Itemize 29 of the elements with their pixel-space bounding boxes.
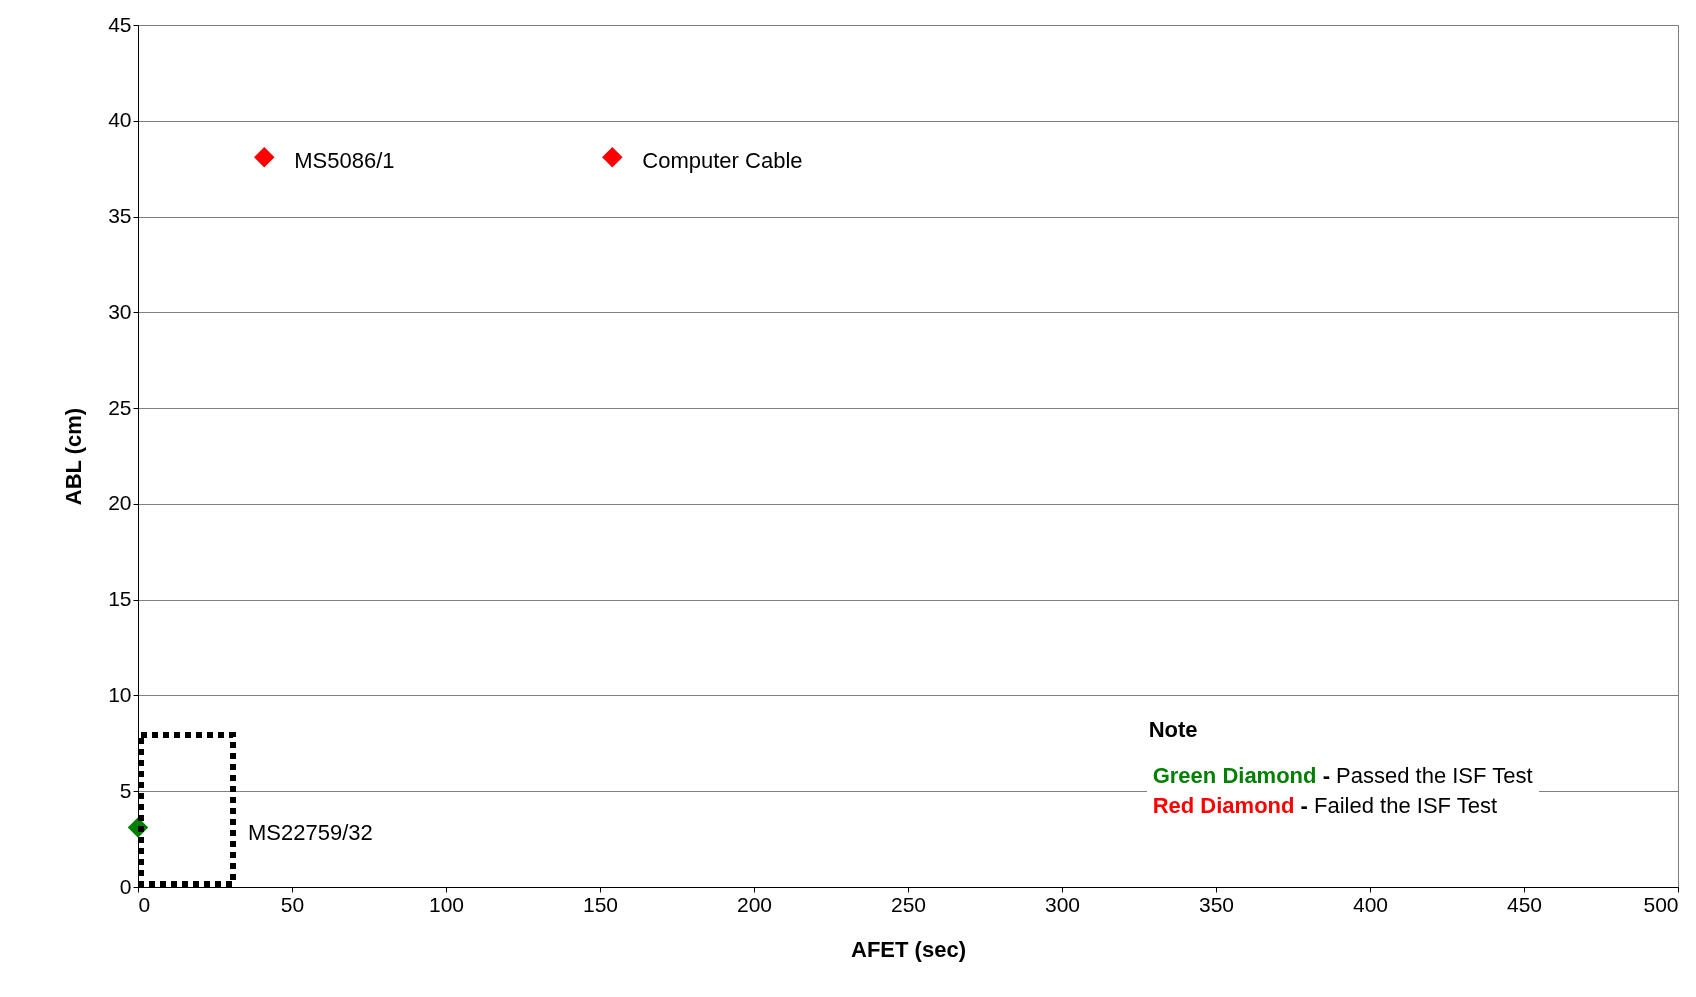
x-tick-label: 350 <box>1198 892 1235 916</box>
y-tick-label: 35 <box>108 204 132 228</box>
x-tick-label: 400 <box>1352 892 1389 916</box>
annotation: MS22759/32 <box>248 819 373 845</box>
y-tick-label: 5 <box>119 778 132 802</box>
y-tick-label: 25 <box>108 395 132 419</box>
y-axis-title: ABL (cm) <box>61 407 87 506</box>
x-tick-label: 150 <box>582 892 619 916</box>
y-tick-label: 10 <box>108 682 132 706</box>
annotation: Note <box>1148 715 1199 744</box>
y-tick-label: 30 <box>108 299 132 323</box>
x-tick-label: 200 <box>736 892 773 916</box>
x-tick-label: 450 <box>1506 892 1543 916</box>
y-tick-label: 0 <box>119 874 132 898</box>
x-tick-label: 250 <box>890 892 927 916</box>
x-tick-label: 500 <box>1643 892 1679 916</box>
x-axis-title: AFET (sec) <box>851 936 966 962</box>
y-tick-label: 20 <box>108 491 132 515</box>
x-tick-label: 0 <box>138 892 151 916</box>
annotation: Green Diamond - Passed the ISF Test <box>1152 762 1533 788</box>
x-tick-label: 300 <box>1044 892 1081 916</box>
annotation: Red Diamond - Failed the ISF Test <box>1152 792 1498 818</box>
y-tick-label: 45 <box>108 12 132 36</box>
y-tick-label: 40 <box>108 108 132 132</box>
x-tick-label: 100 <box>428 892 465 916</box>
y-tick-label: 15 <box>108 587 132 611</box>
annotation: Computer Cable <box>642 148 803 174</box>
annotation: MS5086/1 <box>294 148 395 174</box>
x-tick-label: 50 <box>280 892 305 916</box>
